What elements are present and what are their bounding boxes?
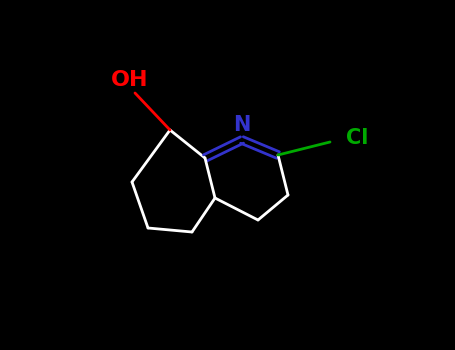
Text: OH: OH: [111, 70, 149, 90]
Text: N: N: [233, 115, 251, 135]
Text: Cl: Cl: [346, 128, 369, 148]
